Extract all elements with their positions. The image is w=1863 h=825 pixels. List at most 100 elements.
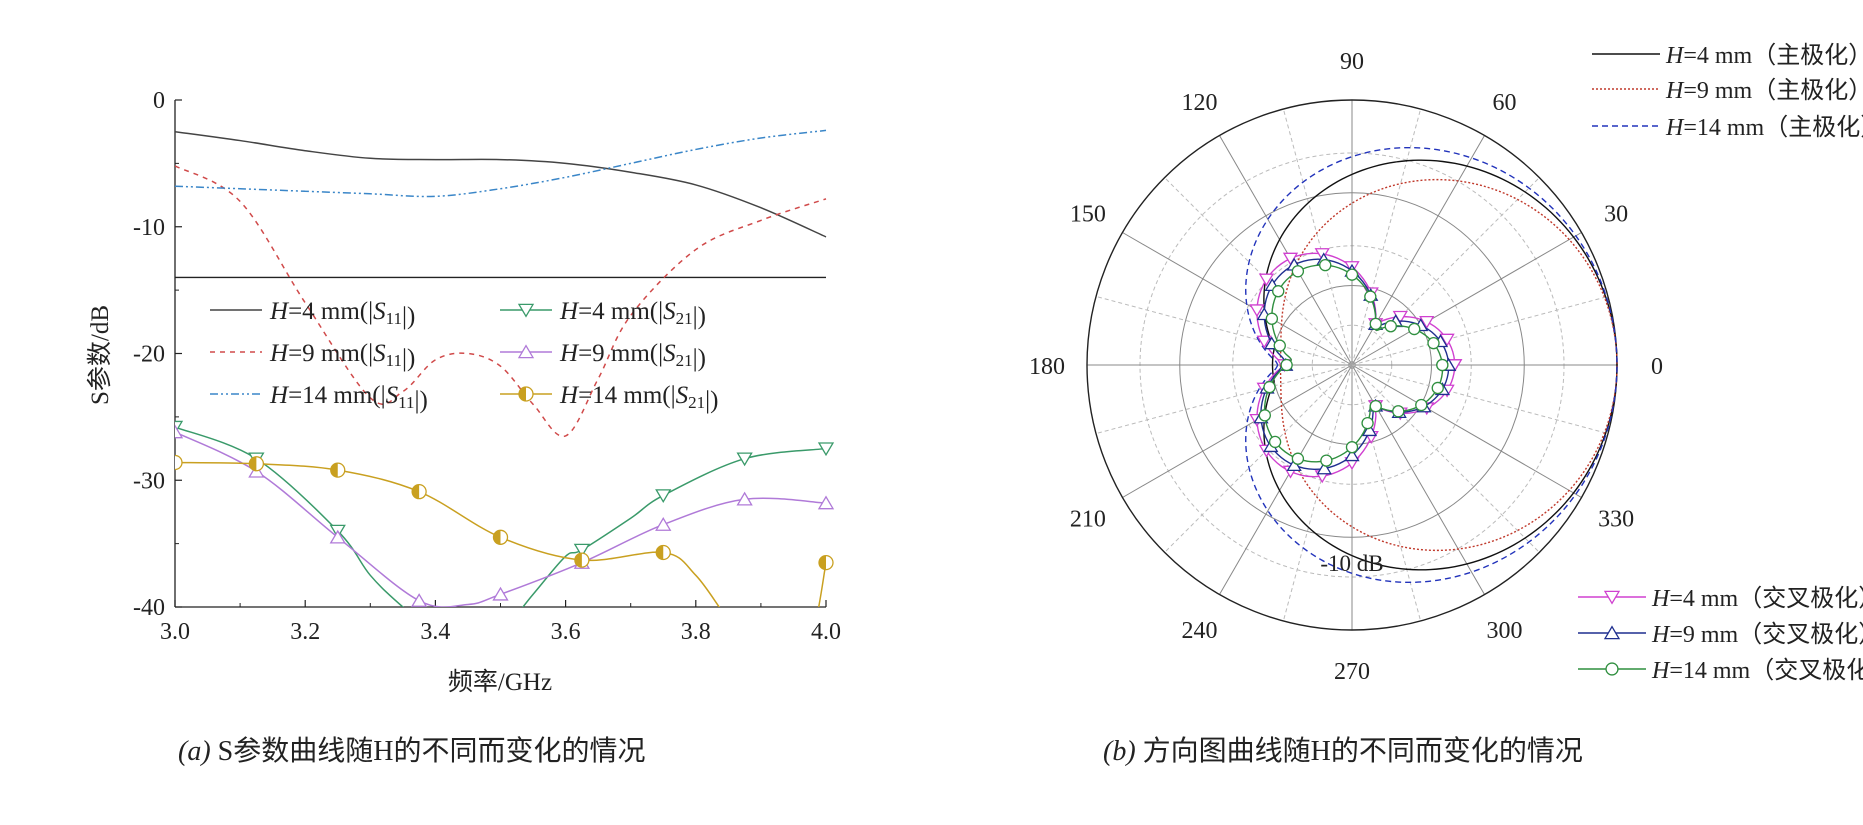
- pattern-marker: [1439, 333, 1455, 347]
- legend: H=4 mm(|S11|) H=4 mm(|S21|) H=9 mm(|S11|) H…: [210, 298, 718, 414]
- pattern-marker: [1369, 317, 1382, 331]
- data-point: [818, 554, 834, 571]
- data-point: [329, 529, 346, 544]
- series-line: [175, 431, 827, 607]
- legend-marker: [1605, 662, 1619, 676]
- s-parameter-chart: 3.0 3.2 3.4 3.6 3.8 4.0 0 -10 -20 -30 -40 频率/GHz S…: [86, 88, 841, 767]
- caption-b-text: 方向图曲线随H的不同而变化的情况: [1136, 735, 1583, 767]
- x-tick-label: 4.0: [811, 619, 841, 645]
- caption-b-prefix: (b): [1103, 736, 1136, 767]
- legend-item: H=9 mm(|S11|): [210, 340, 415, 372]
- y-tick-label: -10: [133, 215, 165, 241]
- series-6: [175, 454, 834, 607]
- x-tick-label: 3.2: [290, 619, 320, 645]
- pattern-marker: [1361, 423, 1378, 437]
- data-point: [175, 454, 183, 471]
- legend-item: H=4 mm(|S11|): [210, 298, 415, 330]
- radiation-pattern-chart: 0 30 60 90 120 150 180 210 240 270 300 330 -10 dB H…: [1029, 42, 1863, 767]
- pattern-marker: [1431, 381, 1444, 395]
- pattern-marker: [1265, 312, 1279, 325]
- caption-a-text: S参数曲线随H的不同而变化的情况: [211, 735, 646, 767]
- pattern-marker: [1268, 435, 1282, 449]
- angle-label: 240: [1182, 618, 1218, 644]
- legend-label: H=9 mm(|S11|): [269, 340, 415, 372]
- data-point: [574, 552, 590, 568]
- series-2: [175, 165, 827, 437]
- data-point: [655, 489, 672, 504]
- legend-item: H=4 mm(|S21|): [500, 298, 706, 330]
- pattern-line: [1245, 146, 1618, 584]
- axis-ticks: 3.0 3.2 3.4 3.6 3.8 4.0 0 -10 -20 -30 -40: [133, 88, 841, 645]
- angle-label: 270: [1334, 659, 1370, 685]
- x-tick-label: 3.4: [420, 619, 450, 645]
- pattern-marker: [1344, 448, 1360, 462]
- data-point: [492, 586, 509, 601]
- pattern-marker: [1291, 265, 1305, 278]
- pattern-marker: [1436, 358, 1449, 372]
- pattern-line: [1263, 159, 1618, 571]
- data-point: [175, 424, 184, 439]
- pattern-marker: [1314, 248, 1330, 262]
- data-point: [736, 491, 753, 506]
- pattern-marker: [1369, 399, 1382, 413]
- angle-label: 180: [1029, 354, 1065, 380]
- angle-label: 60: [1493, 90, 1517, 116]
- pattern-marker: [1316, 461, 1332, 475]
- y-tick-label: -40: [133, 595, 165, 621]
- series-5: [175, 424, 835, 607]
- pattern-marker: [1392, 405, 1405, 418]
- legend-label: H=4 mm（主极化）: [1665, 42, 1863, 69]
- pattern-series-1: [1263, 159, 1618, 571]
- legend-item: H=4 mm（主极化）: [1592, 42, 1863, 69]
- legend-label: H=4 mm(|S11|): [269, 298, 415, 330]
- pattern-marker: [1345, 441, 1359, 454]
- legend-label: H=14 mm（交叉极化）: [1651, 657, 1863, 684]
- angle-label: 150: [1070, 202, 1106, 228]
- x-tick-label: 3.6: [551, 619, 581, 645]
- legend-item: H=9 mm(|S21|): [500, 340, 706, 372]
- series-line: [175, 165, 827, 437]
- legend-marker: [1603, 625, 1621, 640]
- y-tick-label: -30: [133, 468, 165, 494]
- series-1: [175, 130, 827, 238]
- legend-item: H=14 mm(|S11|): [210, 382, 428, 414]
- pattern-marker: [1258, 409, 1271, 422]
- pattern-marker: [1427, 336, 1440, 350]
- pattern-marker: [1272, 285, 1285, 298]
- pattern-marker: [1419, 315, 1435, 329]
- legend-label: H=14 mm(|S21|): [559, 382, 718, 414]
- data-point: [492, 529, 509, 545]
- y-tick-label: 0: [153, 88, 165, 114]
- data-point: [330, 462, 346, 478]
- series-layer: [1245, 146, 1618, 584]
- pattern-marker: [1345, 268, 1359, 281]
- data-point: [655, 517, 672, 531]
- pattern-marker: [1364, 290, 1377, 303]
- caption-a-prefix: (a): [178, 736, 211, 767]
- legend-item: H=4 mm（交叉极化）: [1578, 585, 1863, 612]
- pattern-marker: [1249, 304, 1265, 318]
- angle-label: 300: [1487, 618, 1523, 644]
- legend-label: H=4 mm（交叉极化）: [1651, 585, 1863, 612]
- legend-item: H=14 mm（交叉极化）: [1578, 657, 1863, 684]
- x-axis-label: 频率/GHz: [448, 668, 552, 696]
- caption-b: (b) 方向图曲线随H的不同而变化的情况: [1103, 735, 1583, 767]
- legend-label: H=9 mm(|S21|): [559, 340, 706, 372]
- legend-marker: [517, 303, 535, 318]
- x-tick-label: 3.0: [160, 619, 190, 645]
- series-line: [175, 130, 827, 238]
- legend-label: H=14 mm(|S11|): [269, 382, 428, 414]
- y-axis-label: S参数/dB: [86, 305, 114, 405]
- data-point: [411, 484, 427, 500]
- pattern-marker: [1273, 339, 1286, 352]
- data-point: [248, 456, 265, 472]
- angle-label: 210: [1070, 507, 1106, 533]
- legend-marker: [1603, 590, 1621, 605]
- pattern-marker: [1291, 452, 1305, 465]
- angle-label: 0: [1651, 354, 1663, 380]
- legend-marker: [518, 386, 534, 402]
- data-point: [817, 442, 835, 457]
- pattern-marker: [1263, 380, 1276, 394]
- data-point: [817, 495, 835, 510]
